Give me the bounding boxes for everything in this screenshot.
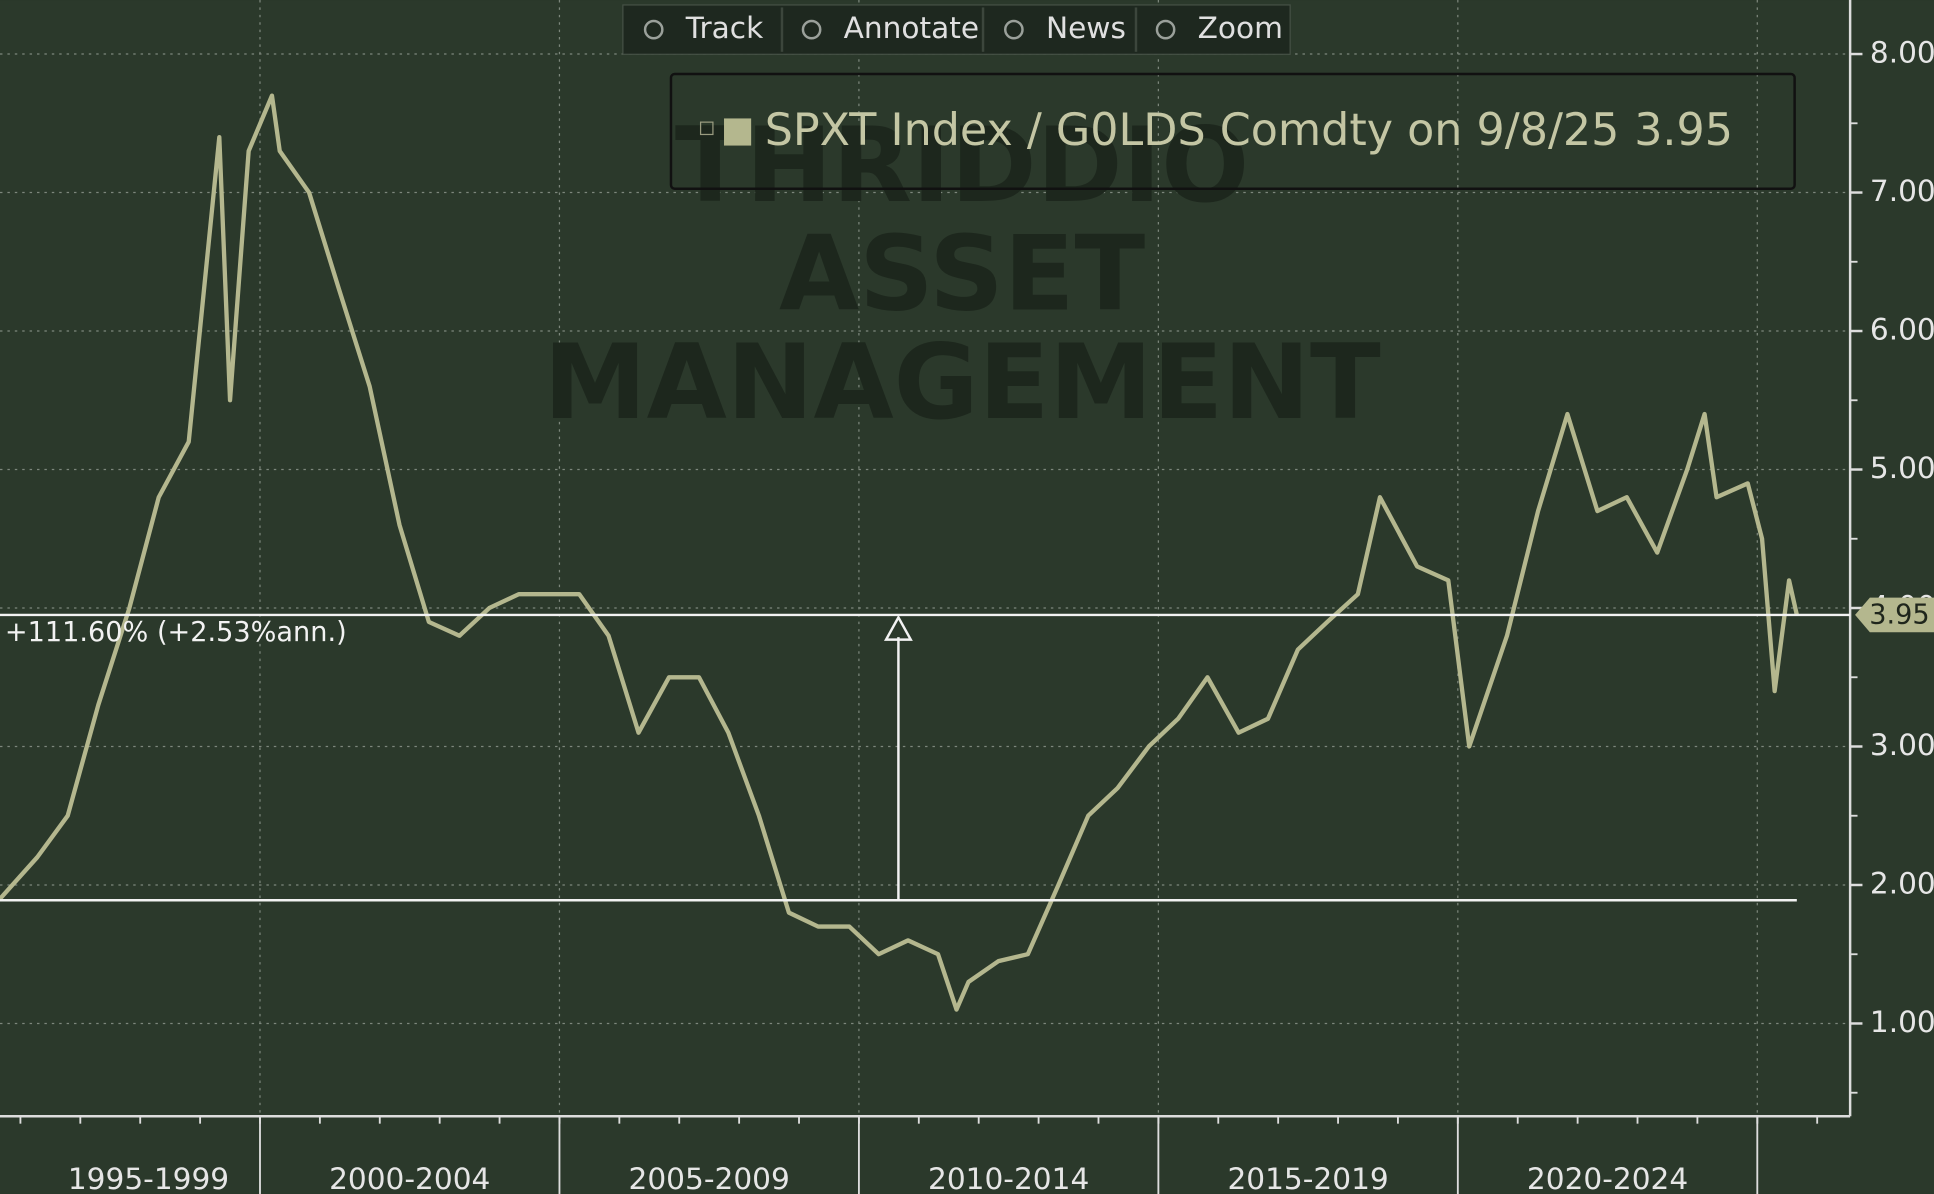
y-tick-label: 6.00	[1870, 313, 1934, 347]
data-line	[0, 93, 1799, 1012]
x-period-label: 2000-2004	[329, 1162, 490, 1194]
x-period-label: 2005-2009	[629, 1162, 790, 1194]
watermark-text: MANAGEMENT	[543, 323, 1380, 443]
watermark-text: THRIDDIO	[675, 106, 1249, 226]
overlay: 3.95 SPXT Index / G0LDS Comdty on 9/8/25 3…	[622, 4, 1934, 633]
legend-entry: SPXT Index / G0LDS Comdty on 9/8/25 3.95	[765, 105, 1733, 156]
toolbar-label[interactable]: Zoom	[1198, 11, 1283, 45]
y-tick-label: 5.00	[1870, 451, 1934, 485]
toolbar-icon	[643, 19, 664, 40]
change-label: +111.60% (+2.53%ann.)	[5, 617, 347, 648]
toolbar-icon	[1004, 19, 1024, 40]
legend-value: 3.95	[1634, 105, 1733, 156]
x-period-label: 2015-2019	[1227, 1162, 1388, 1194]
last-value-label: 3.95	[1869, 600, 1929, 631]
y-tick-label: 3.00	[1870, 728, 1934, 762]
toolbar	[622, 4, 1291, 55]
toolbar-icon	[1155, 19, 1176, 40]
last-value-tag	[1855, 597, 1934, 633]
toolbar-label[interactable]: News	[1046, 11, 1126, 45]
y-tick-label: 7.00	[1870, 174, 1934, 208]
legend-toggle[interactable]	[699, 121, 714, 136]
y-tick-label: 2.00	[1870, 866, 1934, 900]
change-arrow-head	[883, 614, 913, 641]
toolbar-label[interactable]: Track	[685, 11, 764, 45]
x-period-label: 2010-2014	[928, 1162, 1089, 1194]
y-tick-label: 1.00	[1870, 1005, 1934, 1039]
toolbar-icon	[801, 19, 822, 40]
legend-name: SPXT Index / G0LDS Comdty on 9/8/25	[765, 105, 1620, 156]
plot: +111.60% (+2.53%ann.)	[0, 93, 1851, 1012]
watermark-text: ASSET	[779, 215, 1146, 335]
legend-swatch	[724, 118, 752, 146]
x-period-label: 1995-1999	[68, 1162, 229, 1194]
toolbar-label[interactable]: Annotate	[844, 11, 979, 45]
y-tick-label: 8.00	[1870, 36, 1934, 70]
x-period-label: 2020-2024	[1527, 1162, 1688, 1194]
legend-box	[669, 72, 1796, 190]
